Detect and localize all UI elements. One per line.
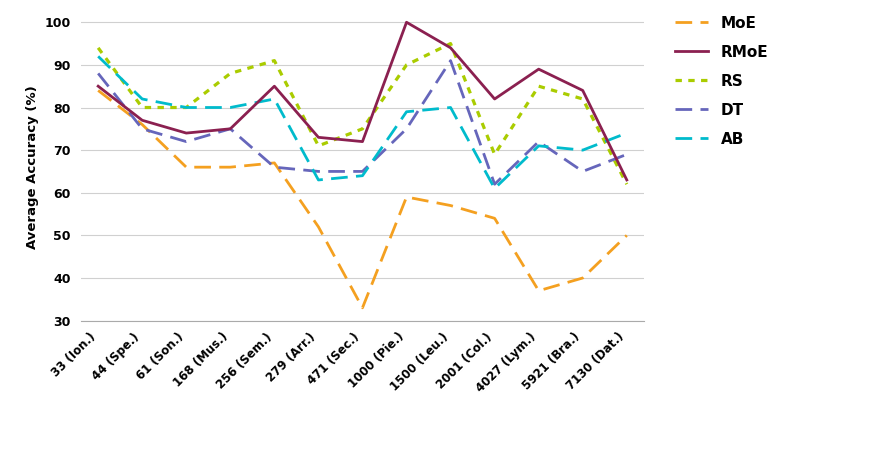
Legend: MoE, RMoE, RS, DT, AB: MoE, RMoE, RS, DT, AB	[674, 15, 767, 147]
Y-axis label: Average Accuracy (%): Average Accuracy (%)	[26, 85, 39, 249]
